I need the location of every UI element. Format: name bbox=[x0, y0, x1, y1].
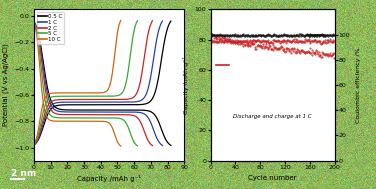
Legend: 0.5 C, 1 C, 2 C, 5 C, 10 C: 0.5 C, 1 C, 2 C, 5 C, 10 C bbox=[36, 12, 64, 44]
X-axis label: Capacity /mAh g⁻¹: Capacity /mAh g⁻¹ bbox=[77, 175, 141, 182]
Text: 2 nm: 2 nm bbox=[11, 169, 36, 178]
Text: Discharge and charge at 1 C: Discharge and charge at 1 C bbox=[233, 114, 312, 119]
Y-axis label: Capacity /mAh g⁻¹: Capacity /mAh g⁻¹ bbox=[183, 56, 189, 114]
Y-axis label: Potential (V vs Ag/AgCl): Potential (V vs Ag/AgCl) bbox=[3, 44, 9, 126]
X-axis label: Cycle number: Cycle number bbox=[249, 175, 297, 181]
Y-axis label: Coulombic efficiency /%: Coulombic efficiency /% bbox=[356, 47, 361, 123]
